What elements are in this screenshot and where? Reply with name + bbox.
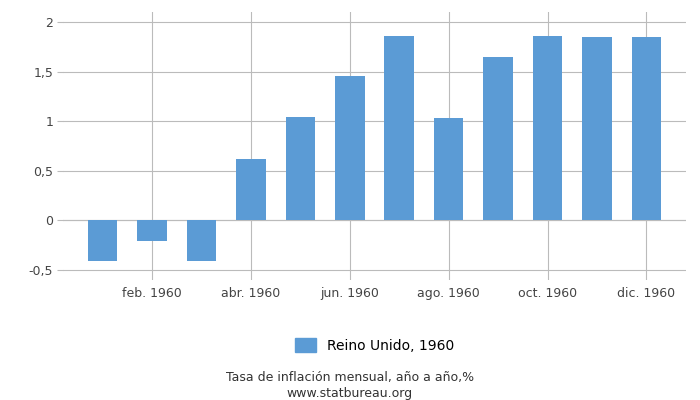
- Bar: [384, 36, 414, 220]
- Bar: [335, 76, 365, 220]
- Bar: [582, 37, 612, 220]
- Bar: [88, 220, 118, 261]
- Bar: [236, 159, 266, 220]
- Bar: [434, 118, 463, 220]
- Bar: [533, 36, 562, 220]
- Bar: [483, 57, 513, 220]
- Bar: [631, 37, 661, 220]
- Bar: [187, 220, 216, 261]
- Bar: [137, 220, 167, 241]
- Text: www.statbureau.org: www.statbureau.org: [287, 388, 413, 400]
- Bar: [286, 117, 315, 220]
- Legend: Reino Unido, 1960: Reino Unido, 1960: [289, 332, 460, 358]
- Text: Tasa de inflación mensual, año a año,%: Tasa de inflación mensual, año a año,%: [226, 372, 474, 384]
